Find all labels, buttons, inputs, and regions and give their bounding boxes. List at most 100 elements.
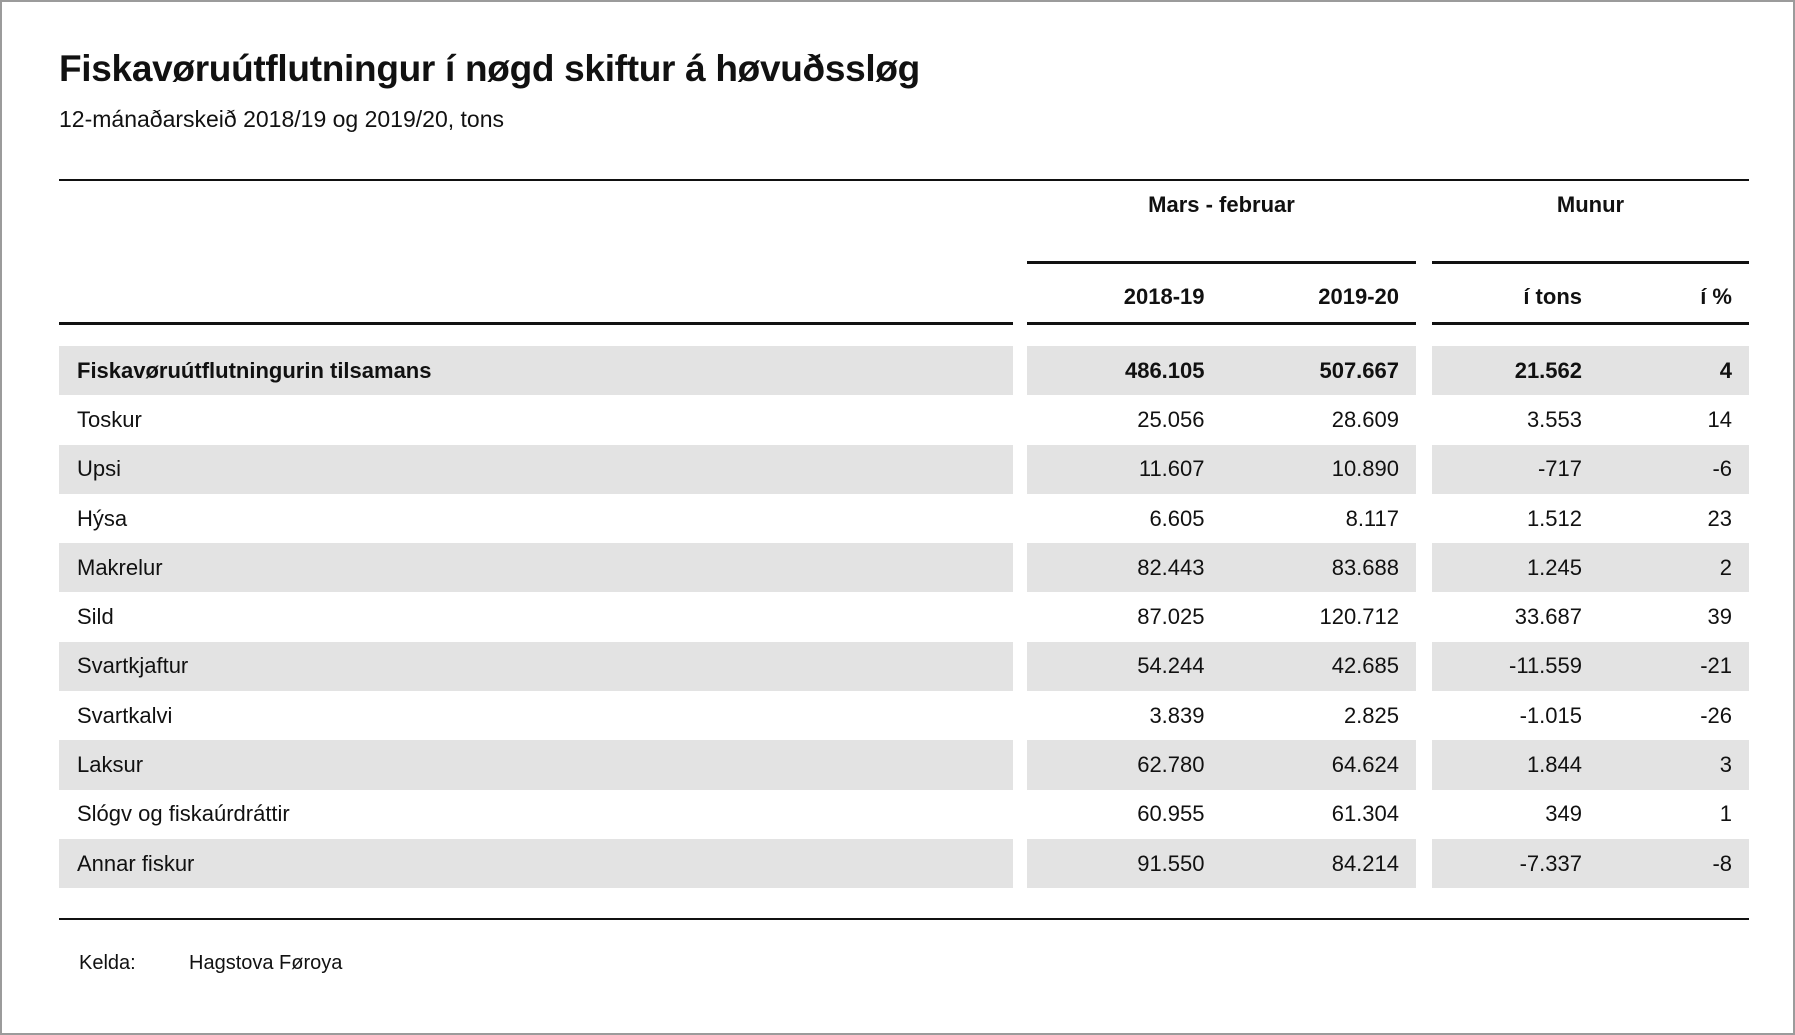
- column-gap: [1416, 592, 1432, 641]
- column-gap: [1416, 494, 1432, 543]
- column-gap: [1416, 346, 1432, 395]
- value-2019-20: 120.712: [1319, 604, 1399, 630]
- value-2018-19: 6.605: [1149, 505, 1205, 531]
- header-bottom-rule-munur: [1432, 322, 1749, 325]
- group-munur-cells: -11.559 -21: [1432, 641, 1749, 692]
- column-gap: [1416, 740, 1432, 789]
- row-label: Toskur: [77, 406, 142, 432]
- group-munur-cells: 349 1: [1432, 790, 1749, 839]
- value-2019-20: 2.825: [1343, 702, 1399, 728]
- value-diff-pct: 2: [1719, 554, 1732, 580]
- value-2018-19: 91.550: [1137, 850, 1205, 876]
- table-row: Slógv og fiskaúrdráttir 60.955 61.304 349 1: [59, 790, 1749, 839]
- value-2019-20: 83.688: [1331, 554, 1399, 580]
- value-2019-20: 507.667: [1319, 357, 1399, 383]
- column-gap: [1013, 839, 1027, 888]
- value-2018-19: 486.105: [1124, 357, 1205, 383]
- row-label: Annar fiskur: [59, 838, 1013, 889]
- value-diff-tons: 1.245: [1526, 554, 1582, 580]
- column-gap: [1013, 790, 1027, 839]
- column-header-i-tons: í tons: [1523, 284, 1582, 309]
- group-mars-februar-cells: 54.244 42.685: [1027, 641, 1416, 692]
- column-gap: [1013, 642, 1027, 691]
- header-bottom-rule-label: [59, 322, 1013, 325]
- value-diff-tons: -1.015: [1519, 702, 1582, 728]
- group-munur-cells: 33.687 39: [1432, 592, 1749, 641]
- row-label: Hýsa: [77, 505, 128, 531]
- value-2018-19: 54.244: [1137, 653, 1205, 679]
- column-gap: [1416, 395, 1432, 444]
- value-diff-tons: -7.337: [1519, 850, 1582, 876]
- value-2018-19: 60.955: [1137, 801, 1205, 827]
- page-subtitle: 12-mánaðarskeið 2018/19 og 2019/20, tons: [59, 106, 504, 132]
- value-2018-19: 87.025: [1137, 604, 1205, 630]
- page-title: Fiskavøruútflutningur í nøgd skiftur á h…: [59, 48, 920, 89]
- table-body: Fiskavøruútflutningurin tilsamans 486.105…: [59, 346, 1749, 889]
- bottom-rule: [59, 918, 1749, 920]
- row-label: Slógv og fiskaúrdráttir: [77, 801, 290, 827]
- value-diff-tons: 21.562: [1514, 357, 1582, 383]
- top-rule: [59, 179, 1749, 181]
- column-header-i-pct: í %: [1700, 284, 1732, 309]
- value-2019-20: 84.214: [1331, 850, 1399, 876]
- table-row: Annar fiskur 91.550 84.214 -7.337 -8: [59, 838, 1749, 889]
- value-diff-pct: -21: [1700, 653, 1732, 679]
- value-2019-20: 8.117: [1345, 505, 1399, 531]
- group-munur-cells: -1.015 -26: [1432, 691, 1749, 740]
- value-diff-pct: -26: [1700, 702, 1732, 728]
- column-header-2019-20: 2019-20: [1318, 284, 1399, 309]
- value-2019-20: 64.624: [1331, 752, 1399, 778]
- value-diff-pct: -8: [1712, 850, 1732, 876]
- column-gap: [1416, 642, 1432, 691]
- group-mars-februar-cells: 87.025 120.712: [1027, 592, 1416, 641]
- value-2019-20: 28.609: [1331, 406, 1399, 432]
- group-underline-munur: [1432, 261, 1749, 264]
- source-value: Hagstova Føroya: [189, 952, 343, 974]
- column-gap: [1013, 395, 1027, 444]
- column-group-header-munur: Munur: [1556, 192, 1625, 217]
- group-mars-februar-cells: 11.607 10.890: [1027, 444, 1416, 494]
- group-munur-cells: 21.562 4: [1432, 346, 1749, 396]
- value-diff-pct: 4: [1719, 357, 1732, 383]
- value-2018-19: 11.607: [1138, 456, 1205, 482]
- row-label: Upsi: [59, 444, 1013, 494]
- column-gap: [1013, 445, 1027, 494]
- header-bottom-rule-mars-februar: [1027, 322, 1416, 325]
- column-gap: [1416, 691, 1432, 740]
- group-mars-februar-cells: 25.056 28.609: [1027, 395, 1416, 444]
- value-diff-pct: 1: [1719, 801, 1732, 827]
- row-label: Laksur: [59, 740, 1013, 790]
- row-label: Sild: [77, 604, 114, 630]
- value-diff-tons: 349: [1545, 801, 1582, 827]
- table-row: Svartkalvi 3.839 2.825 -1.015 -26: [59, 691, 1749, 740]
- value-diff-tons: -717: [1537, 456, 1582, 482]
- column-group-header-mars-februar: Mars - februar: [1148, 192, 1295, 217]
- table-row: Sild 87.025 120.712 33.687 39: [59, 592, 1749, 641]
- value-2018-19: 25.056: [1137, 406, 1205, 432]
- value-2018-19: 3.839: [1149, 702, 1205, 728]
- row-label: Makrelur: [59, 543, 1013, 593]
- value-diff-tons: 1.512: [1526, 505, 1582, 531]
- table-row: Upsi 11.607 10.890 -717 -6: [59, 444, 1749, 494]
- value-diff-tons: 1.844: [1526, 752, 1582, 778]
- group-mars-februar-cells: 486.105 507.667: [1027, 346, 1416, 396]
- row-label: Svartkalvi: [77, 702, 173, 728]
- table-row: Makrelur 82.443 83.688 1.245 2: [59, 543, 1749, 593]
- group-mars-februar-cells: 60.955 61.304: [1027, 790, 1416, 839]
- value-2018-19: 82.443: [1137, 554, 1205, 580]
- value-diff-tons: 3.553: [1526, 406, 1582, 432]
- column-gap: [1013, 592, 1027, 641]
- table-row: Laksur 62.780 64.624 1.844 3: [59, 740, 1749, 790]
- group-munur-cells: -7.337 -8: [1432, 838, 1749, 889]
- group-mars-februar-cells: 82.443 83.688: [1027, 543, 1416, 593]
- value-diff-tons: -11.559: [1509, 653, 1582, 679]
- value-2019-20: 61.304: [1331, 801, 1399, 827]
- group-munur-cells: 1.844 3: [1432, 740, 1749, 790]
- value-2018-19: 62.780: [1137, 752, 1205, 778]
- column-gap: [1013, 740, 1027, 789]
- group-underline-mars-februar: [1027, 261, 1416, 264]
- column-gap: [1013, 346, 1027, 395]
- value-diff-pct: 3: [1719, 752, 1732, 778]
- table-row: Svartkjaftur 54.244 42.685 -11.559 -21: [59, 641, 1749, 692]
